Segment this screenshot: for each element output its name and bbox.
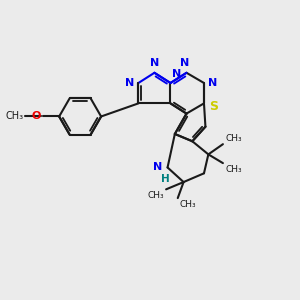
Text: N: N	[150, 58, 159, 68]
Text: CH₃: CH₃	[225, 165, 242, 174]
Text: N: N	[153, 163, 162, 172]
Text: N: N	[208, 78, 218, 88]
Text: N: N	[172, 69, 181, 79]
Text: N: N	[125, 78, 135, 88]
Text: S: S	[208, 100, 217, 113]
Text: O: O	[32, 112, 41, 122]
Text: CH₃: CH₃	[225, 134, 242, 143]
Text: CH₃: CH₃	[147, 191, 164, 200]
Text: CH₃: CH₃	[6, 112, 24, 122]
Text: N: N	[180, 58, 190, 68]
Text: CH₃: CH₃	[179, 200, 196, 208]
Text: H: H	[161, 174, 170, 184]
